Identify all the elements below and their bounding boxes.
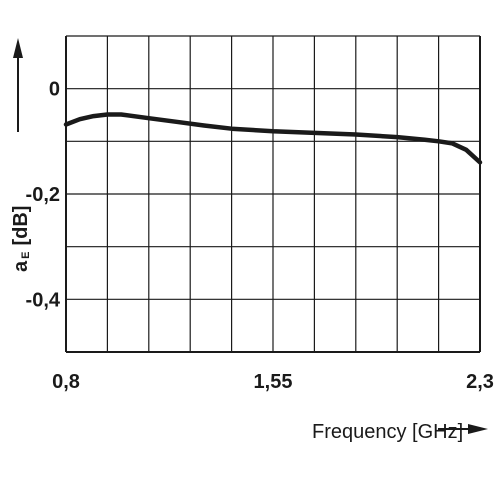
- y-axis-symbol: a: [10, 260, 32, 272]
- series-line: [63, 112, 483, 165]
- x-axis-title: Frequency [GHz]: [312, 421, 463, 443]
- x-tick-labels: 0,8 1,55 2,3: [52, 371, 494, 393]
- x-axis-arrow-icon: [438, 424, 488, 434]
- y-axis-arrow-icon: [13, 38, 23, 132]
- y-axis-subscript: E: [20, 252, 32, 259]
- y-tick-label: -0,2: [26, 184, 60, 206]
- x-tick-label: 0,8: [52, 371, 80, 393]
- y-tick-label: 0: [49, 79, 60, 101]
- y-tick-labels: 0 -0,2 -0,4: [26, 79, 61, 312]
- y-axis-unit: [dB]: [10, 206, 32, 246]
- grid: [65, 35, 481, 353]
- x-tick-label: 1,55: [254, 371, 293, 393]
- svg-text:aE[dB]: aE [dB]: [10, 206, 32, 272]
- x-tick-label: 2,3: [466, 371, 494, 393]
- series: [63, 112, 483, 165]
- y-tick-label: -0,4: [26, 289, 61, 311]
- y-axis-title: aE [dB]: [10, 206, 32, 272]
